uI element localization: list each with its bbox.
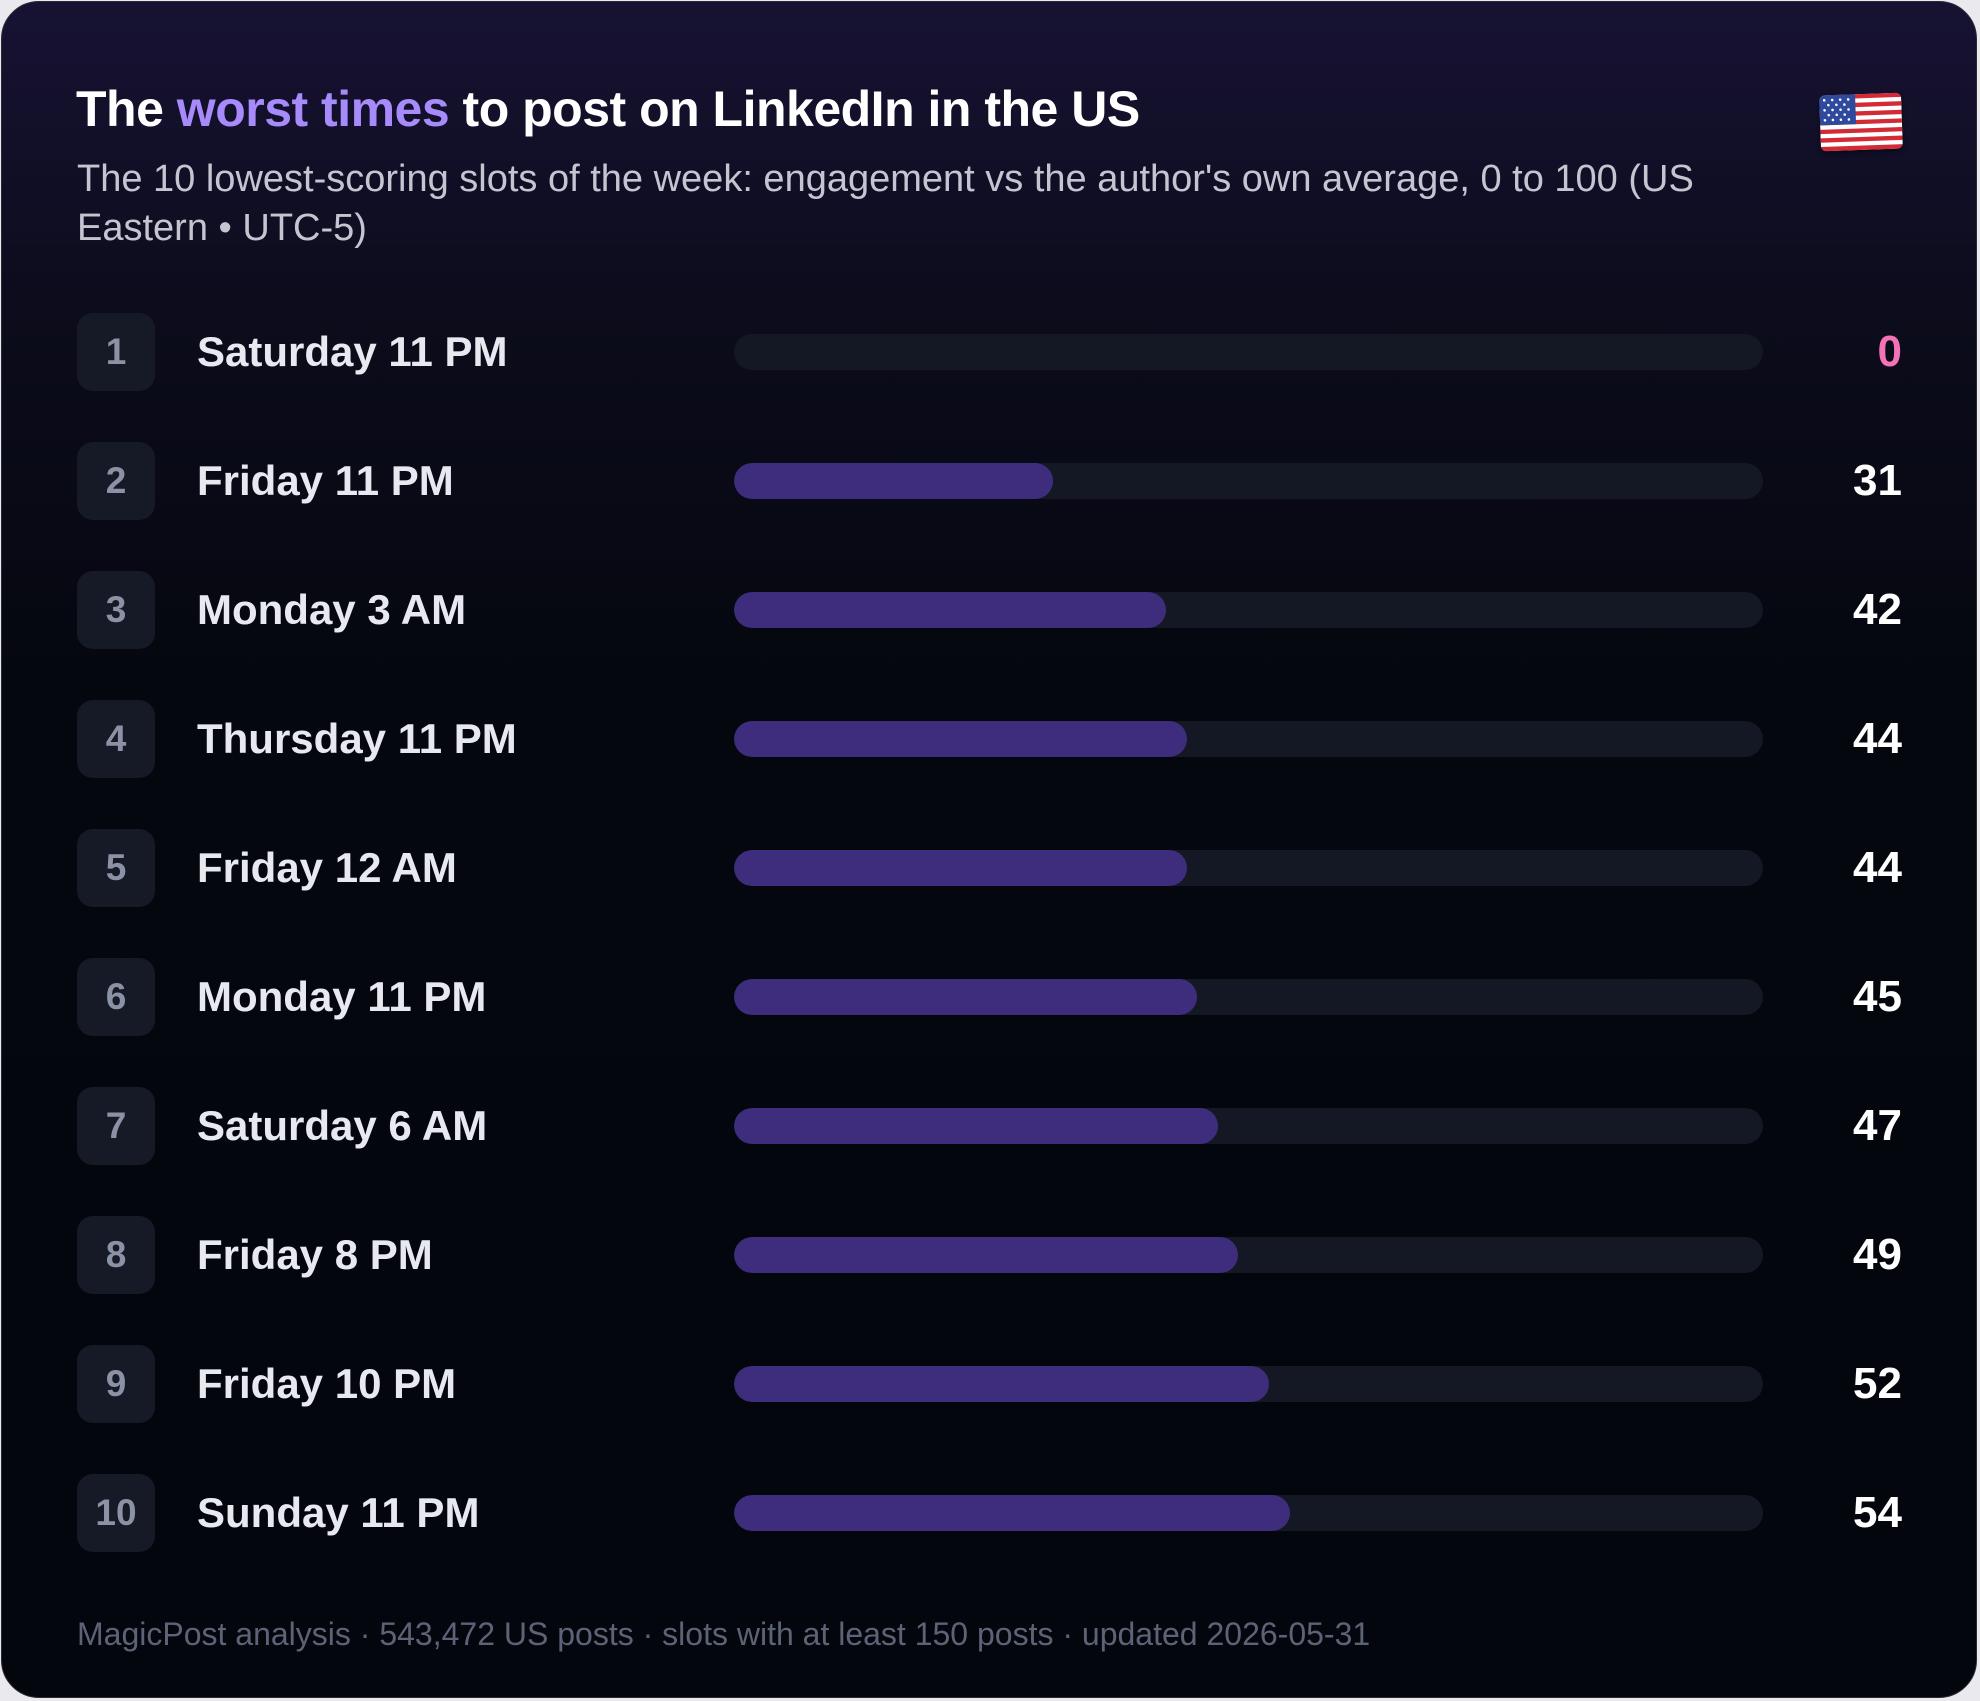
- score-value: 31: [1853, 456, 1902, 505]
- bar-track: [734, 463, 1763, 499]
- list-item: 8 Friday 8 PM 49: [2, 1215, 1976, 1295]
- bar-track: [734, 721, 1763, 757]
- bar-fill: [734, 850, 1187, 886]
- slot-label: Saturday 11 PM: [197, 328, 508, 375]
- slot-label: Monday 3 AM: [197, 586, 467, 633]
- rank-badge: 2: [77, 442, 155, 520]
- score-value: 52: [1853, 1359, 1902, 1408]
- score-value: 54: [1853, 1488, 1902, 1537]
- slot-label: Monday 11 PM: [197, 973, 487, 1020]
- score-value: 45: [1853, 972, 1902, 1021]
- rank-badge: 10: [77, 1474, 155, 1552]
- bar-track: [734, 592, 1763, 628]
- rank-badge: 8: [77, 1216, 155, 1294]
- bar-fill: [734, 721, 1187, 757]
- bar-track: [734, 850, 1763, 886]
- bar-fill: [734, 979, 1198, 1015]
- bar-track: [734, 979, 1763, 1015]
- slot-label: Friday 12 AM: [197, 844, 457, 891]
- footer-note: MagicPost analysis · 543,472 US posts · …: [77, 1616, 1371, 1652]
- list-item: 6 Monday 11 PM 45: [2, 957, 1976, 1037]
- chart-subtitle: The 10 lowest-scoring slots of the week:…: [77, 158, 1694, 249]
- score-value: 0: [1877, 327, 1902, 376]
- list-item: 5 Friday 12 AM 44: [2, 828, 1976, 908]
- chart-title: The worst times to post on LinkedIn in t…: [76, 80, 1140, 138]
- slot-label: Sunday 11 PM: [197, 1489, 480, 1536]
- slot-label: Thursday 11 PM: [197, 715, 517, 762]
- rank-badge: 7: [77, 1087, 155, 1165]
- bar-track: [734, 1237, 1763, 1273]
- list-item: 9 Friday 10 PM 52: [2, 1344, 1976, 1424]
- bar-fill: [734, 592, 1167, 628]
- score-value: 47: [1853, 1101, 1902, 1150]
- bar-fill: [734, 1366, 1270, 1402]
- rank-badge: 5: [77, 829, 155, 907]
- rank-badge: 3: [77, 571, 155, 649]
- bar-track: [734, 1366, 1763, 1402]
- title-suffix: to post on LinkedIn in the US: [449, 81, 1141, 137]
- list-item: 3 Monday 3 AM 42: [2, 570, 1976, 650]
- score-value: 44: [1853, 714, 1902, 763]
- score-value: 42: [1853, 585, 1902, 634]
- us-flag-icon: [1819, 92, 1903, 152]
- bar-fill: [734, 1108, 1218, 1144]
- rank-badge: 9: [77, 1345, 155, 1423]
- list-item: 2 Friday 11 PM 31: [2, 441, 1976, 521]
- list-item: 7 Saturday 6 AM 47: [2, 1086, 1976, 1166]
- list-item: 10 Sunday 11 PM 54: [2, 1473, 1976, 1553]
- list-item: 4 Thursday 11 PM 44: [2, 699, 1976, 779]
- slot-label: Friday 11 PM: [197, 457, 454, 504]
- title-prefix: The: [76, 81, 177, 137]
- slot-label: Friday 8 PM: [197, 1231, 433, 1278]
- score-value: 44: [1853, 843, 1902, 892]
- bar-track: [734, 1495, 1763, 1531]
- bar-track: [734, 334, 1763, 370]
- rank-badge: 4: [77, 700, 155, 778]
- list-item: 1 Saturday 11 PM 0: [2, 312, 1976, 392]
- bar-fill: [734, 463, 1053, 499]
- rank-badge: 1: [77, 313, 155, 391]
- title-accent: worst times: [176, 81, 450, 137]
- slot-label: Friday 10 PM: [197, 1360, 457, 1407]
- score-value: 49: [1853, 1230, 1902, 1279]
- bar-fill: [734, 1495, 1290, 1531]
- rank-badge: 6: [77, 958, 155, 1036]
- bar-fill: [734, 1237, 1239, 1273]
- slot-label: Saturday 6 AM: [197, 1102, 488, 1149]
- bar-track: [734, 1108, 1763, 1144]
